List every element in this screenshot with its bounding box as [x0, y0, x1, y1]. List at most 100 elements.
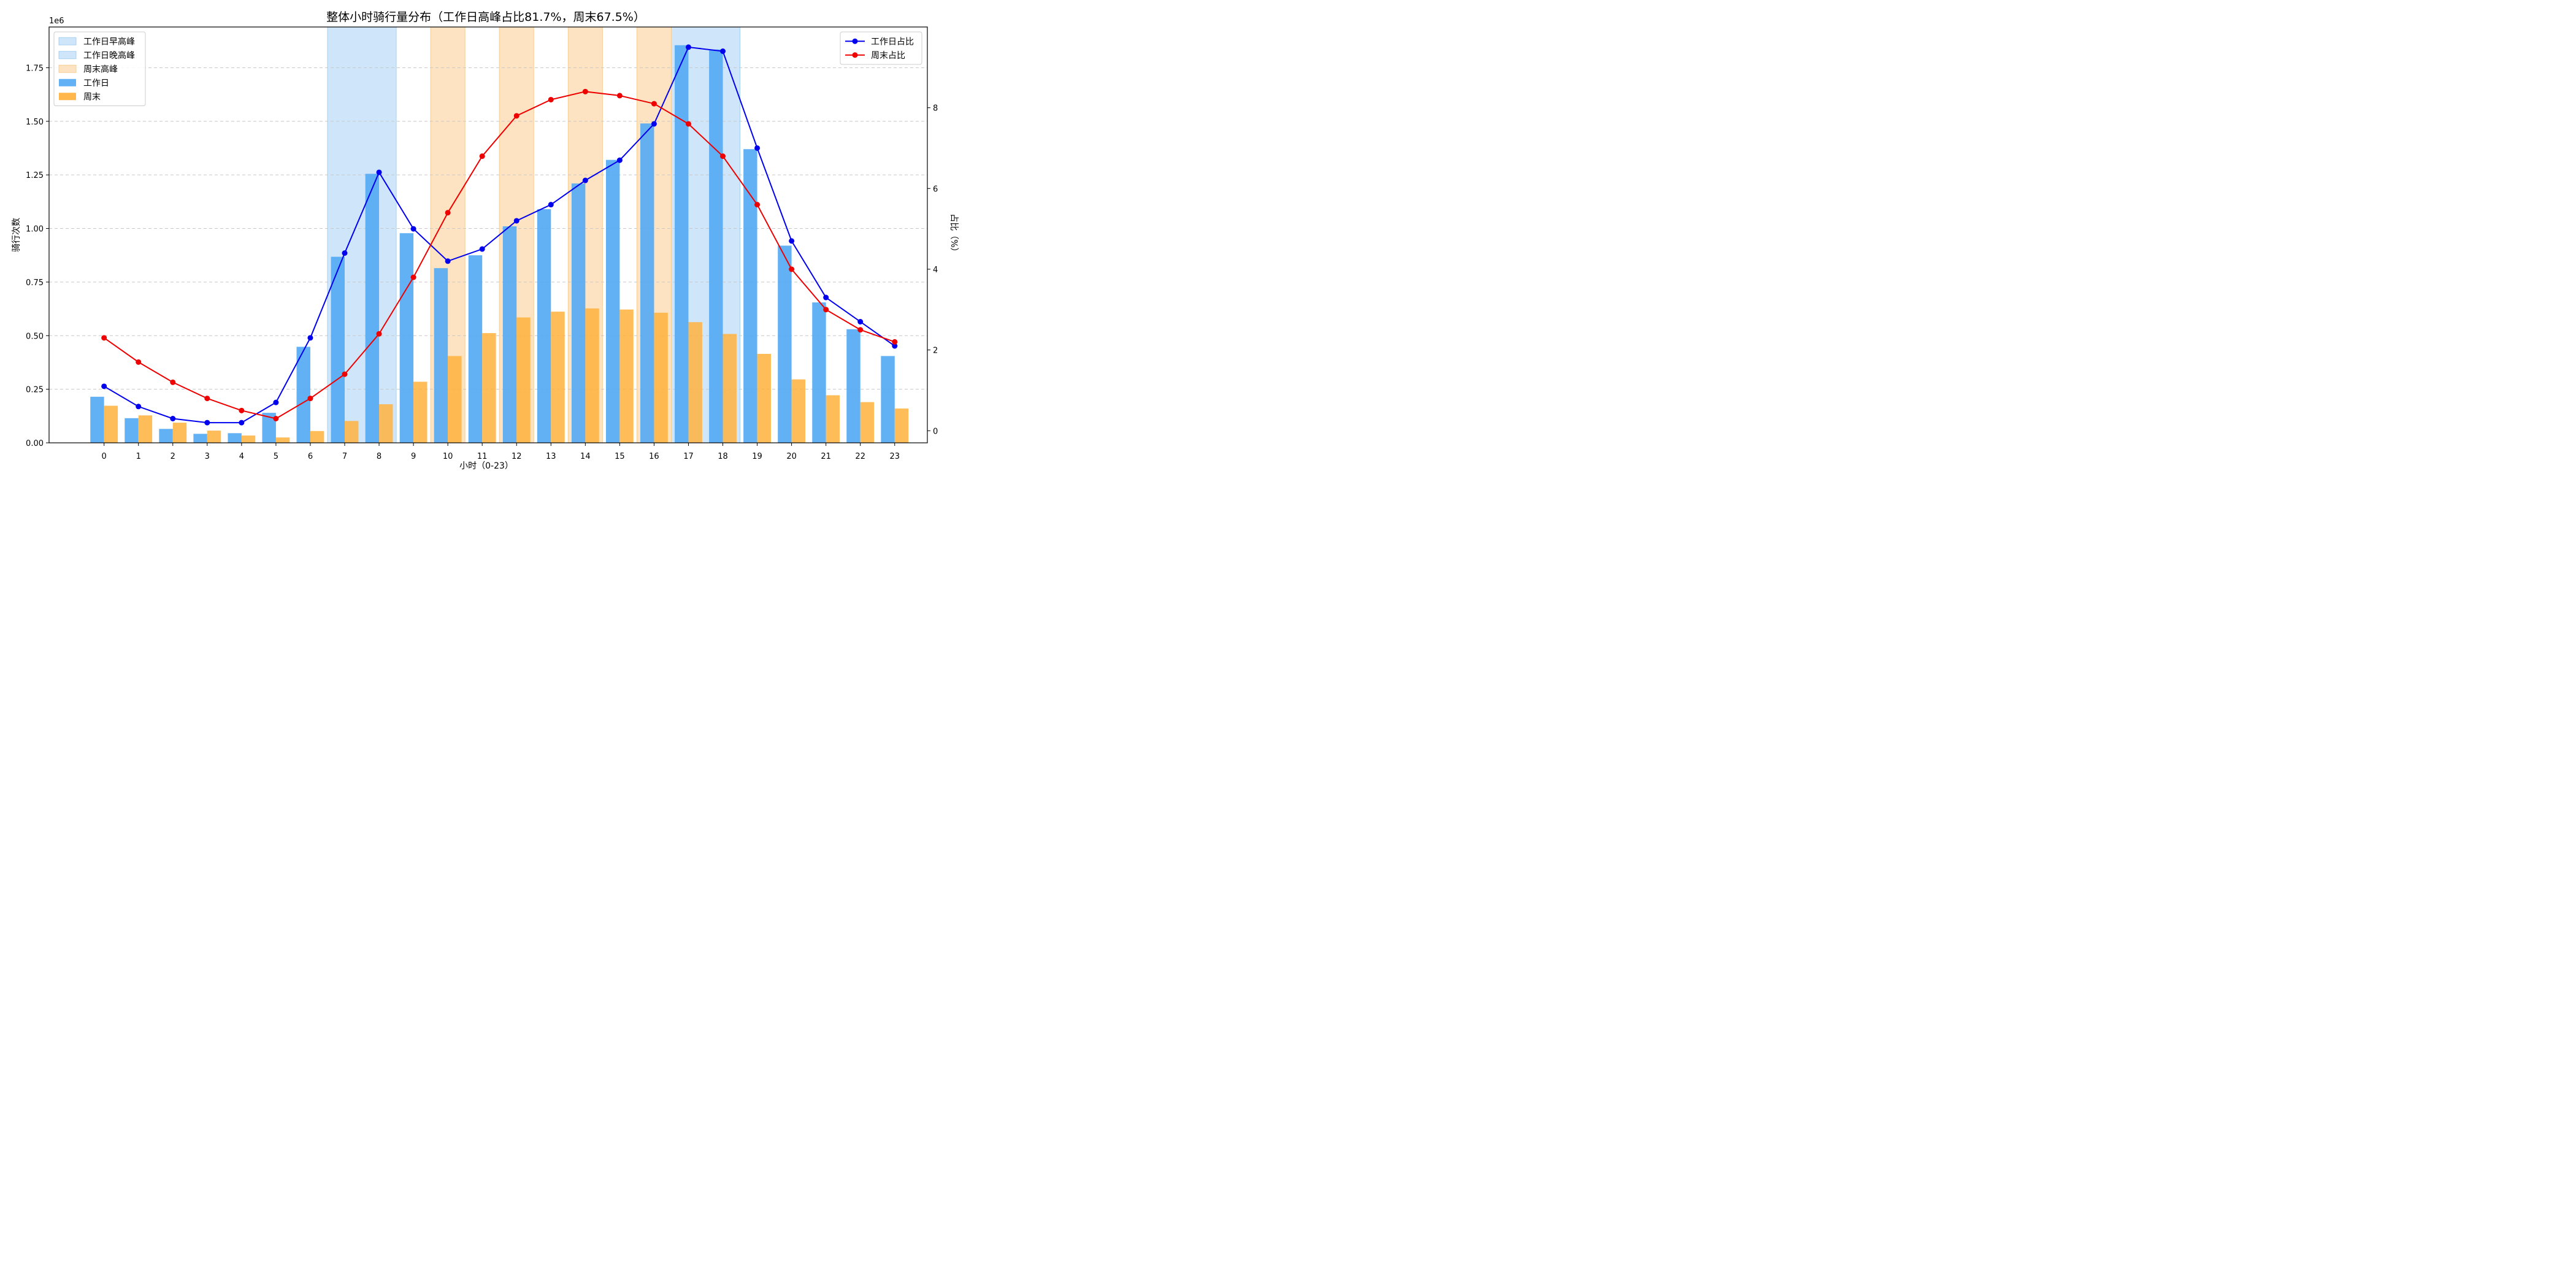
weekend-share-point: [823, 307, 829, 313]
x-tick-label: 7: [342, 452, 347, 461]
weekday-share-point: [582, 177, 588, 183]
x-tick-label: 20: [786, 452, 797, 461]
weekend-share-point: [616, 93, 623, 99]
weekend-bar: [413, 381, 427, 443]
weekday-bar: [709, 49, 723, 443]
weekend-share-point: [136, 359, 142, 365]
y-tick-label: 1.25: [26, 171, 44, 180]
legend-left-patch-swatch: [59, 93, 76, 101]
weekend-share-point: [445, 210, 451, 216]
legend-right-box: [840, 31, 922, 65]
hourly-ride-chart: 整体小时骑行量分布（工作日高峰占比81.7%，周末67.5%） 1e6 小时（0…: [12, 10, 959, 471]
weekend-bar: [310, 431, 324, 443]
x-axis-title: 小时（0-23）: [459, 461, 513, 471]
weekday-bar: [743, 149, 757, 443]
weekday-share-point: [410, 226, 416, 232]
weekday-share-point: [204, 420, 210, 426]
weekend-share-line: [104, 91, 895, 420]
x-tick-label: 22: [855, 452, 865, 461]
x-tick-label: 17: [683, 452, 694, 461]
weekend-share-point: [548, 96, 554, 102]
x-tick-label: 12: [512, 452, 522, 461]
weekday-share-point: [685, 44, 691, 50]
weekday-bar: [675, 45, 689, 443]
weekday-share-point: [479, 246, 485, 252]
legend-left-label: 周末高峰: [83, 64, 118, 74]
weekday-share-point: [754, 145, 761, 151]
weekday-share-point: [857, 319, 864, 325]
weekend-bar: [516, 317, 531, 443]
weekday-share-point: [823, 294, 829, 301]
weekend-share-point: [892, 339, 898, 345]
weekend-share-point: [685, 121, 691, 127]
weekend-bar: [723, 334, 737, 443]
weekend-share-point: [857, 327, 864, 333]
weekday-bar: [399, 233, 414, 443]
weekend-bar: [551, 312, 565, 443]
weekend-share-point: [342, 371, 348, 377]
weekday-bar: [228, 433, 242, 443]
weekend-share-point: [582, 88, 588, 94]
x-tick-label: 13: [546, 452, 556, 461]
weekend-bar: [448, 356, 462, 443]
x-tick-label: 14: [580, 452, 591, 461]
x-tick-label: 1: [136, 452, 141, 461]
weekday-share-point: [445, 258, 451, 264]
y-offset-label: 1e6: [49, 17, 64, 26]
y-tick-label: 0.25: [26, 386, 44, 395]
weekday-bar: [125, 418, 139, 443]
weekend-share-point: [754, 202, 761, 208]
weekday-bar: [90, 396, 104, 443]
y-axis-title: 骑行次数: [12, 218, 21, 252]
weekend-share-point: [307, 396, 313, 402]
weekend-share-point: [720, 153, 726, 159]
weekend-bar: [104, 405, 118, 443]
legend-right-marker-swatch: [852, 38, 858, 44]
weekend-bar: [379, 404, 393, 443]
weekend-bar: [894, 408, 909, 443]
weekday-bar: [537, 209, 551, 443]
weekday-bar: [262, 413, 276, 443]
weekday-share-point: [892, 343, 898, 349]
weekend-bar: [172, 423, 187, 443]
weekend-bar: [757, 353, 771, 443]
y-tick-label: 0.00: [26, 439, 44, 448]
weekday-bar: [640, 123, 654, 443]
weekend-bar: [275, 437, 290, 443]
x-tick-label: 8: [377, 452, 381, 461]
y-tick-label: 1.75: [26, 64, 44, 73]
weekday-bar: [468, 255, 483, 443]
x-tick-label: 6: [308, 452, 313, 461]
weekday-bar: [812, 302, 826, 443]
weekend-bar: [345, 421, 359, 443]
legend-left-label: 工作日早高峰: [83, 36, 135, 47]
weekday-bar: [434, 268, 448, 443]
x-tick-label: 19: [752, 452, 762, 461]
weekday-share-line: [104, 46, 895, 424]
weekend-share-point: [789, 266, 795, 272]
x-tick-label: 9: [411, 452, 416, 461]
y2-tick-label: 2: [933, 347, 938, 356]
weekday-share-point: [170, 416, 176, 422]
legend-right-label: 工作日占比: [871, 37, 914, 47]
chart-title: 整体小时骑行量分布（工作日高峰占比81.7%，周末67.5%）: [326, 10, 645, 24]
y2-tick-label: 6: [933, 185, 938, 194]
weekend-share-point: [170, 379, 176, 385]
weekday-bar: [365, 174, 380, 443]
plot-frame: [48, 26, 928, 443]
legend-left-label: 工作日: [83, 79, 109, 88]
weekend-share-point: [376, 331, 382, 337]
weekday-bar: [778, 245, 792, 443]
weekday-bar: [571, 183, 586, 443]
y2-tick-label: 0: [933, 427, 938, 436]
x-tick-label: 18: [718, 452, 728, 461]
weekday-share-point: [307, 335, 313, 341]
weekend-bar: [482, 333, 496, 443]
weekend-bar: [138, 415, 153, 443]
weekend-share-point: [410, 274, 416, 280]
weekend-bar: [619, 309, 634, 443]
weekday-bar: [502, 226, 517, 443]
weekday-share-point: [651, 121, 657, 127]
weekday-bar: [296, 347, 310, 443]
legend-left-patch-swatch: [58, 64, 77, 73]
